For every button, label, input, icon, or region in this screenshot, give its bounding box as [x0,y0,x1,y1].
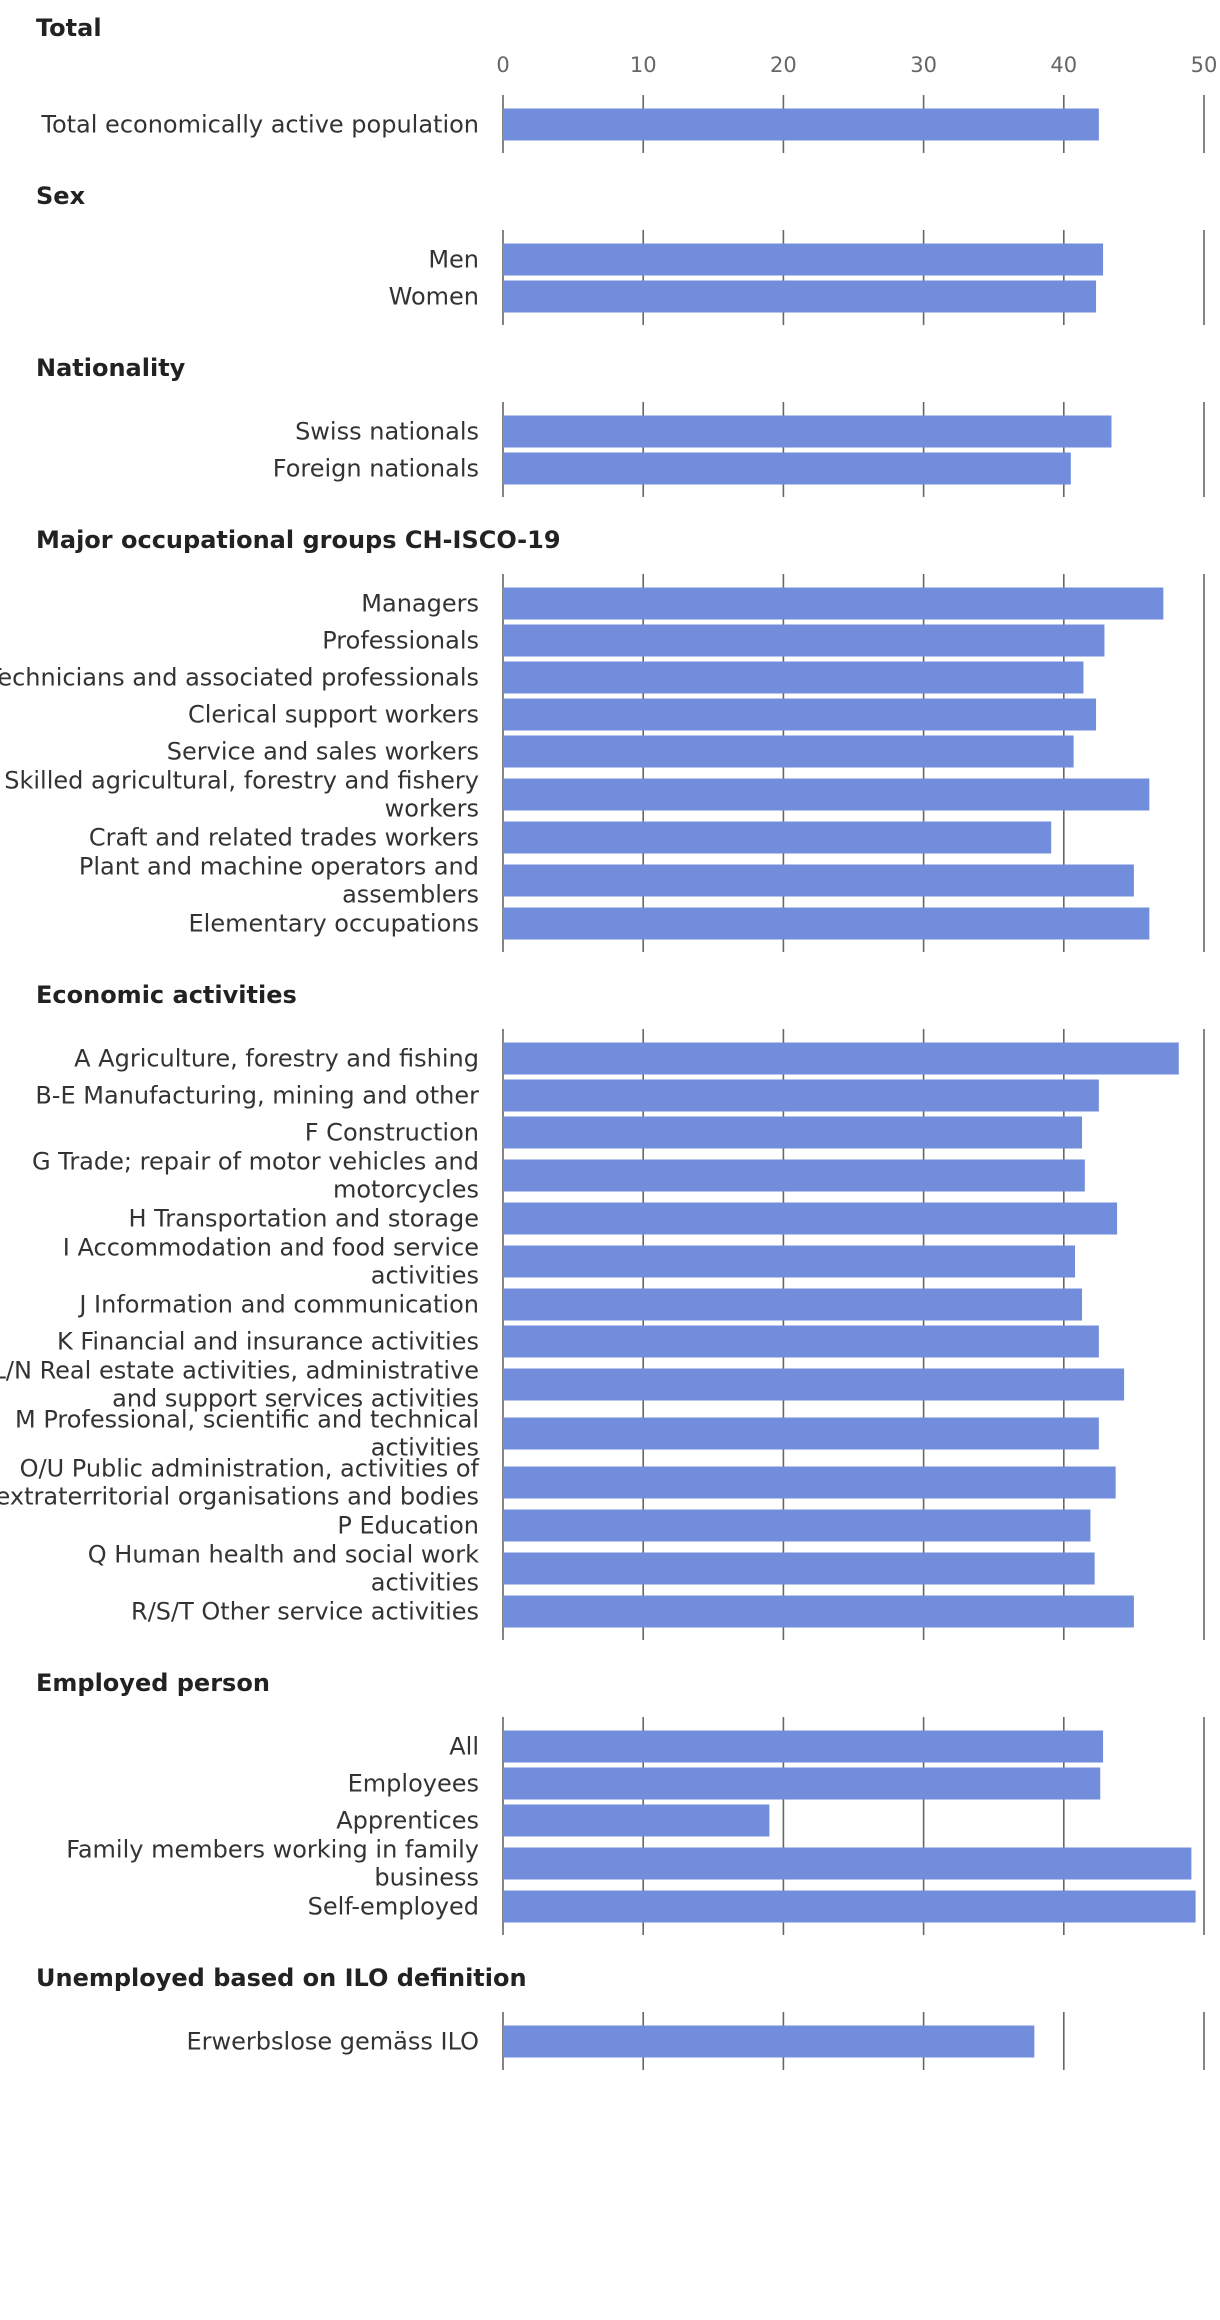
bar [503,821,1052,854]
category-label: O/U Public administration, activities of [20,1455,480,1483]
category-label: activities [371,1569,479,1597]
category-label: Plant and machine operators and [79,853,479,881]
category-label: Self-employed [308,1893,479,1921]
category-label: M Professional, scientific and technical [15,1406,479,1434]
category-label: Technicians and associated professionals [0,664,479,692]
group-title: Total [36,14,102,42]
bar [503,1245,1076,1278]
category-label: H Transportation and storage [128,1205,479,1233]
bar [503,1368,1125,1401]
bar [503,1595,1134,1628]
category-label: J Information and communication [77,1291,479,1319]
bar [503,243,1104,276]
category-label: assemblers [342,881,479,909]
category-label: business [374,1864,479,1892]
category-label: All [449,1733,479,1761]
group-title: Sex [36,182,86,210]
category-label: F Construction [305,1119,479,1147]
x-tick-label: 10 [630,53,657,77]
category-label: Erwerbslose gemäss ILO [187,2028,480,2056]
category-label: Foreign nationals [273,455,479,483]
bar [503,1466,1116,1499]
bar [503,587,1164,620]
category-label: Employees [348,1770,479,1798]
bar [503,452,1071,485]
category-label: Managers [361,590,479,618]
bar [503,1804,770,1837]
category-label: A Agriculture, forestry and fishing [74,1045,479,1073]
x-tick-label: 0 [496,53,509,77]
category-label: Men [428,246,479,274]
category-label: Women [389,283,479,311]
category-label: Q Human health and social work [88,1541,479,1569]
bar [503,108,1099,141]
category-label: I Accommodation and food service [63,1234,479,1262]
bar [503,1079,1099,1112]
category-label: G Trade; repair of motor vehicles and [32,1148,479,1176]
bar [503,1116,1083,1149]
bar [503,661,1084,694]
category-label: Service and sales workers [167,738,479,766]
group-title: Unemployed based on ILO definition [36,1964,527,1992]
category-label: Professionals [322,627,479,655]
category-label: Family members working in family [66,1836,479,1864]
category-label: Clerical support workers [188,701,479,729]
bar [503,1325,1099,1358]
category-label: workers [385,795,479,823]
category-label: Craft and related trades workers [89,824,479,852]
category-label: extraterritorial organisations and bodie… [0,1483,479,1511]
bar [503,280,1097,313]
category-label: activities [371,1434,479,1462]
category-label: Swiss nationals [295,418,479,446]
bar [503,1847,1192,1880]
category-label: Elementary occupations [189,910,479,938]
bar [503,778,1150,811]
bar [503,1890,1196,1923]
bar [503,735,1074,768]
category-label: activities [371,1262,479,1290]
category-label: and support services activities [112,1385,479,1413]
bar [503,1159,1085,1192]
bar [503,864,1134,897]
bar [503,1767,1101,1800]
category-label: R/S/T Other service activities [131,1598,479,1626]
category-label: Total economically active population [40,111,479,139]
bar [503,1288,1083,1321]
category-label: P Education [337,1512,479,1540]
x-tick-label: 50 [1191,53,1218,77]
category-label: Apprentices [336,1807,479,1835]
group-title: Nationality [36,354,186,382]
group-title: Employed person [36,1669,270,1697]
bar [503,1042,1179,1075]
group-title: Economic activities [36,981,297,1009]
bar [503,624,1105,657]
bar [503,1552,1095,1585]
category-label: motorcycles [333,1176,479,1204]
bar [503,907,1150,940]
group-title: Major occupational groups CH-ISCO-19 [36,526,561,554]
bar [503,698,1097,731]
category-label: B-E Manufacturing, mining and other [35,1082,479,1110]
category-label: L/N Real estate activities, administrati… [0,1357,479,1385]
bar [503,1417,1099,1450]
bar [503,415,1112,448]
bar [503,1730,1104,1763]
x-tick-label: 30 [910,53,937,77]
bar [503,1509,1091,1542]
x-tick-label: 20 [770,53,797,77]
category-label: K Financial and insurance activities [57,1328,479,1356]
bar [503,2025,1035,2058]
x-tick-label: 40 [1050,53,1077,77]
category-label: Skilled agricultural, forestry and fishe… [4,767,479,795]
bar [503,1202,1118,1235]
